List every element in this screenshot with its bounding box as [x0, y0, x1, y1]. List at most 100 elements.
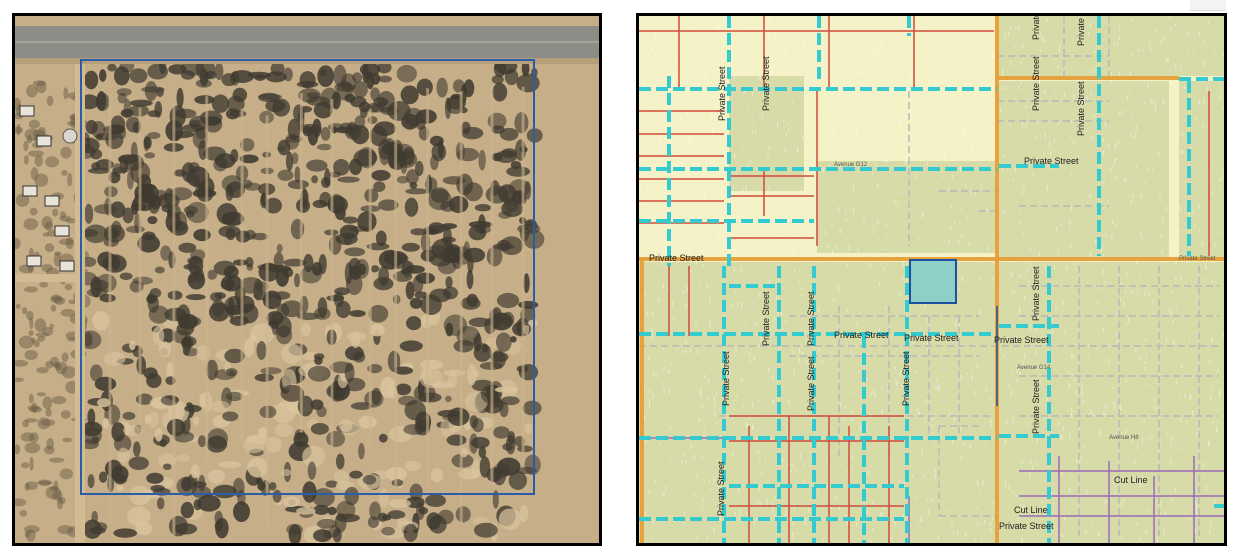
texture [969, 152, 971, 158]
vegetation-patch [132, 441, 141, 457]
vegetation-patch [25, 529, 36, 542]
texture [1188, 31, 1190, 36]
texture [872, 528, 874, 531]
vegetation-patch [49, 323, 54, 330]
vegetation-patch [148, 411, 159, 428]
texture [1119, 25, 1121, 32]
texture [685, 349, 687, 354]
texture [1053, 58, 1055, 62]
texture [1175, 23, 1177, 28]
texture [981, 82, 983, 87]
texture [834, 263, 836, 266]
texture [1222, 332, 1224, 338]
vegetation-patch [147, 294, 160, 313]
texture [645, 438, 647, 443]
vegetation-patch [122, 207, 134, 224]
texture [1010, 542, 1012, 543]
texture [855, 126, 857, 133]
texture [785, 189, 787, 192]
texture [643, 416, 645, 421]
vegetation-patch [400, 85, 419, 105]
texture [799, 453, 801, 459]
texture [948, 185, 950, 192]
texture [723, 238, 725, 242]
texture [967, 380, 969, 383]
texture [960, 208, 962, 211]
vegetation-patch [144, 152, 156, 159]
texture [970, 189, 972, 195]
texture [1151, 434, 1153, 439]
vegetation-patch [514, 112, 529, 134]
texture [1009, 121, 1011, 127]
vegetation-patch [281, 343, 303, 365]
texture [847, 263, 849, 267]
vegetation-patch [368, 304, 389, 323]
texture [1199, 102, 1201, 106]
texture [880, 262, 882, 266]
texture [1093, 68, 1095, 73]
vegetation-patch [291, 152, 299, 165]
texture [813, 296, 815, 300]
texture [644, 292, 646, 296]
texture [881, 411, 883, 414]
texture [948, 238, 950, 244]
texture [804, 330, 806, 335]
texture [739, 509, 741, 516]
texture [802, 480, 804, 483]
texture [760, 337, 762, 342]
texture [653, 102, 655, 105]
vegetation-patch [338, 418, 353, 432]
texture [955, 54, 957, 60]
texture [991, 509, 993, 512]
texture [1003, 353, 1005, 358]
vegetation-patch [493, 426, 510, 439]
texture [773, 317, 775, 322]
vegetation-patch [357, 147, 377, 169]
vegetation-patch [378, 75, 392, 83]
texture [1005, 32, 1007, 38]
vegetation-patch [15, 237, 21, 250]
texture [1055, 305, 1057, 312]
texture [1209, 529, 1211, 536]
texture [922, 211, 924, 217]
texture [834, 298, 836, 302]
texture [1025, 122, 1027, 129]
texture [799, 279, 801, 283]
vegetation-patch [47, 229, 57, 237]
vegetation-patch [364, 72, 373, 81]
texture [1031, 221, 1033, 227]
vegetation-patch [89, 364, 103, 382]
texture [891, 76, 893, 81]
texture [887, 383, 889, 390]
texture [1032, 465, 1034, 472]
texture [855, 353, 857, 357]
vegetation-patch [430, 468, 444, 483]
texture [877, 155, 879, 160]
texture [714, 411, 716, 416]
vegetation-patch [271, 313, 279, 336]
texture [672, 51, 674, 55]
vegetation-patch [401, 260, 413, 278]
texture [868, 75, 870, 79]
vegetation-patch [523, 273, 530, 293]
texture [1190, 393, 1192, 399]
texture [852, 208, 854, 214]
vegetation-patch [176, 454, 190, 462]
texture [772, 502, 774, 507]
texture [1157, 537, 1159, 543]
vegetation-patch [87, 474, 95, 489]
texture [749, 359, 751, 364]
texture [715, 37, 717, 40]
texture [703, 193, 705, 199]
texture [797, 146, 799, 153]
texture [826, 69, 828, 76]
texture [790, 464, 792, 467]
texture [885, 129, 887, 133]
texture [768, 185, 770, 189]
vegetation-patch [221, 211, 245, 226]
texture [860, 101, 862, 106]
vegetation-patch [494, 386, 519, 393]
vegetation-patch [206, 435, 228, 453]
texture [651, 229, 653, 235]
texture [893, 58, 895, 65]
